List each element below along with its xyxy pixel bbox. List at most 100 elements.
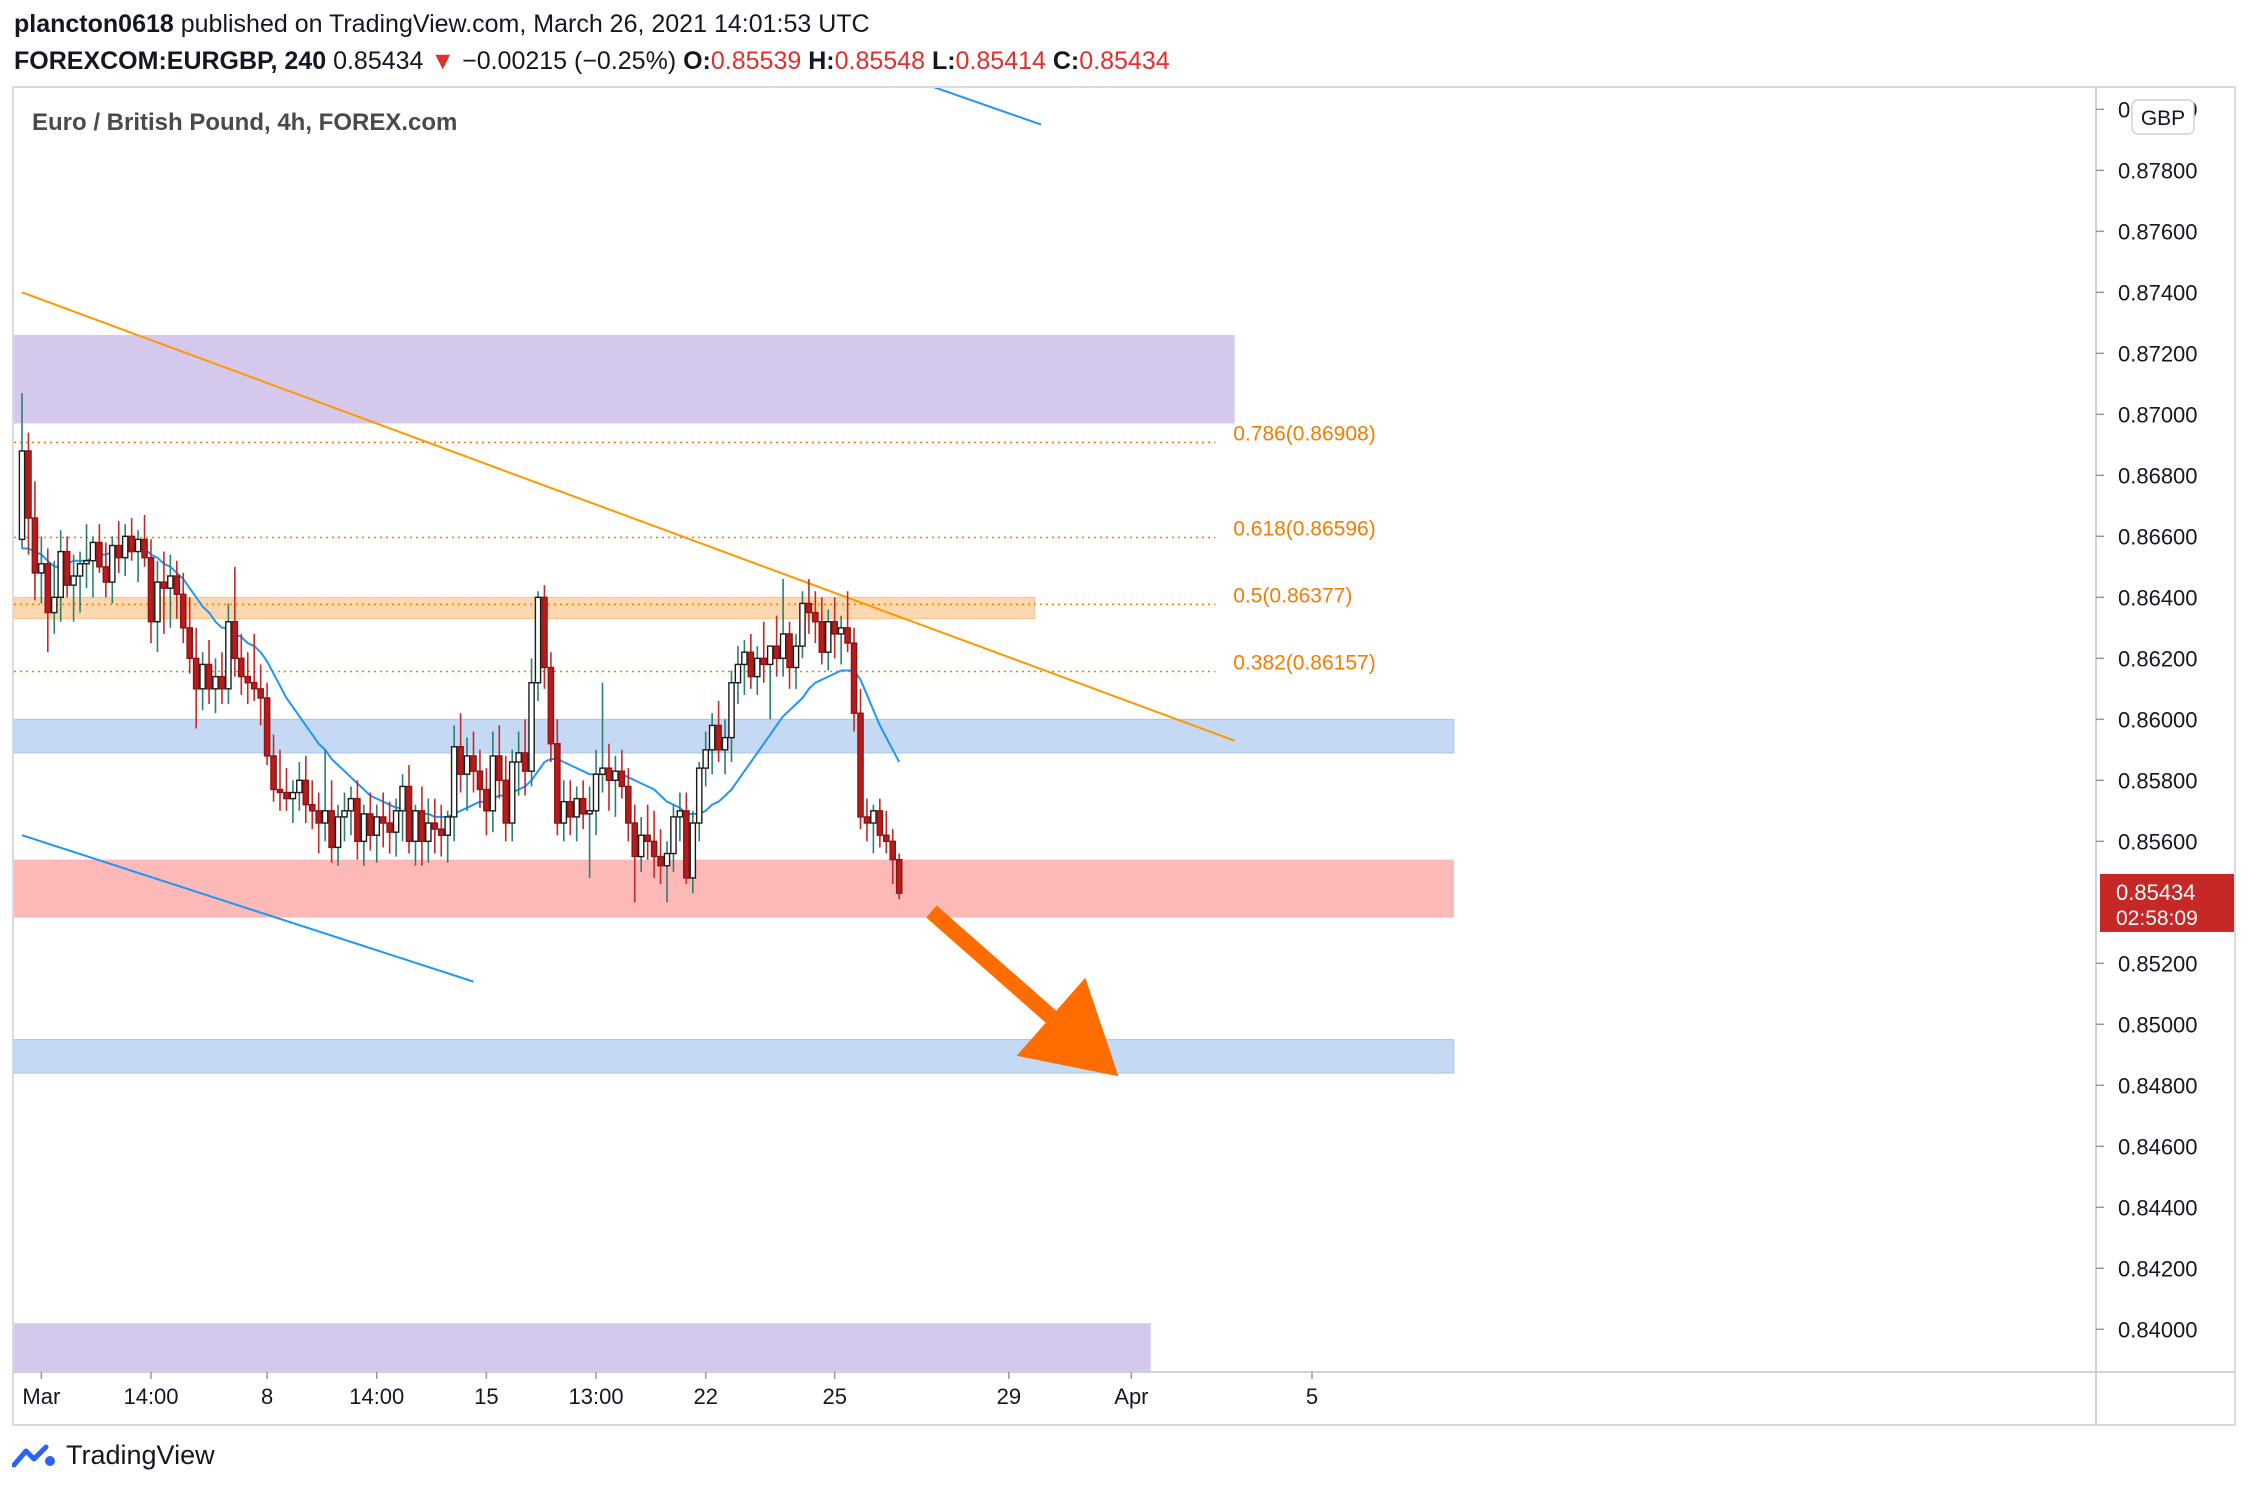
candle-body [341, 810, 348, 818]
candle [812, 591, 819, 644]
candle-body [192, 657, 200, 690]
tradingview-logo-icon[interactable] [12, 1443, 58, 1469]
candle [650, 810, 658, 878]
candle-body [167, 575, 174, 589]
candle [702, 731, 709, 787]
time-tick-label: 15 [474, 1384, 498, 1409]
candle-body [728, 682, 735, 739]
tradingview-brand[interactable]: TradingView [66, 1440, 215, 1470]
price-change: −0.00215 (−0.25%) [462, 47, 677, 75]
candle-body [547, 666, 555, 745]
countdown-timer: 02:58:09 [2116, 907, 2198, 930]
candle [547, 652, 555, 763]
price-tick-label: 0.84600 [2118, 1134, 2198, 1159]
candle-body [528, 682, 535, 772]
candle [334, 804, 342, 866]
candle-body [637, 834, 645, 858]
price-tick-label: 0.86200 [2118, 646, 2198, 671]
candle-body [541, 596, 548, 669]
candle [141, 514, 148, 567]
candle-body [147, 556, 155, 623]
candle-body [154, 581, 161, 623]
time-tick-label: 14:00 [349, 1384, 404, 1409]
candle [715, 701, 722, 763]
candle [160, 551, 168, 634]
candle [554, 719, 561, 836]
candle [270, 734, 277, 802]
candle [670, 804, 677, 872]
candle-body [476, 770, 484, 791]
candle-body [805, 602, 813, 614]
candle-body [650, 840, 658, 858]
candle-body [631, 822, 639, 858]
candle-body [599, 767, 606, 775]
candle-body [521, 752, 529, 772]
candle [373, 804, 381, 863]
down-arrow-icon: ▼ [430, 47, 456, 75]
candle-body [199, 663, 206, 690]
candle-body [263, 697, 271, 757]
orange-fib-zone-zone [14, 596, 1036, 620]
candle [225, 603, 232, 705]
candle-body [102, 566, 110, 583]
candle-body [844, 627, 851, 644]
candle [179, 572, 187, 644]
candle-body [399, 785, 406, 812]
candle [231, 566, 239, 677]
price-tick-label: 0.87400 [2118, 280, 2198, 305]
time-tick-label: 22 [693, 1384, 717, 1409]
candle [637, 816, 645, 872]
candle [57, 530, 64, 622]
candle [625, 768, 632, 842]
candle [586, 786, 593, 878]
candle [631, 804, 639, 903]
candle-body [586, 810, 593, 815]
candle [386, 801, 393, 854]
candle [560, 780, 568, 842]
price-tick-label: 0.86400 [2118, 585, 2198, 610]
candle-body [657, 855, 664, 867]
candle [618, 749, 626, 799]
candle-body [31, 517, 39, 574]
candle-body [128, 535, 135, 553]
candle [108, 536, 116, 604]
candle [573, 786, 580, 842]
candle [50, 560, 58, 634]
candle-body [876, 810, 884, 836]
candle [121, 524, 129, 576]
candle-body [18, 450, 26, 541]
low-label: L: [931, 47, 956, 75]
candle-body [625, 785, 632, 824]
price-chart[interactable]: 0.786(0.86908) 0.618(0.86596) 0.5(0.86377)… [14, 88, 2234, 1424]
candle [205, 640, 213, 705]
candle-body [315, 810, 323, 824]
candle [792, 633, 800, 689]
candle [837, 615, 845, 665]
chart-panel[interactable]: 0.786(0.86908) 0.618(0.86596) 0.5(0.86377)… [12, 86, 2236, 1426]
candle-body [702, 749, 709, 769]
candle [70, 554, 77, 622]
candle [734, 646, 742, 705]
candle-body [405, 785, 413, 843]
candle [515, 731, 522, 796]
moving-average-line [22, 547, 901, 818]
author-name[interactable]: plancton0618 [14, 10, 174, 38]
candle-body [44, 563, 52, 614]
candle-body [721, 736, 729, 751]
candle [186, 597, 194, 674]
candle [741, 640, 748, 695]
candle [425, 798, 432, 863]
candle-body [179, 593, 187, 629]
candle-body [773, 645, 780, 660]
price-tick-label: 0.85200 [2118, 951, 2198, 976]
candle-body [444, 816, 452, 836]
high-label: H: [808, 47, 835, 75]
candle [147, 539, 155, 644]
candle [470, 731, 477, 793]
candle [192, 627, 200, 729]
candle-body [360, 813, 368, 843]
last-price-value: 0.85434 [2116, 880, 2196, 905]
candle-body [618, 770, 626, 788]
candle-body [579, 797, 587, 815]
candle-body [57, 550, 64, 599]
